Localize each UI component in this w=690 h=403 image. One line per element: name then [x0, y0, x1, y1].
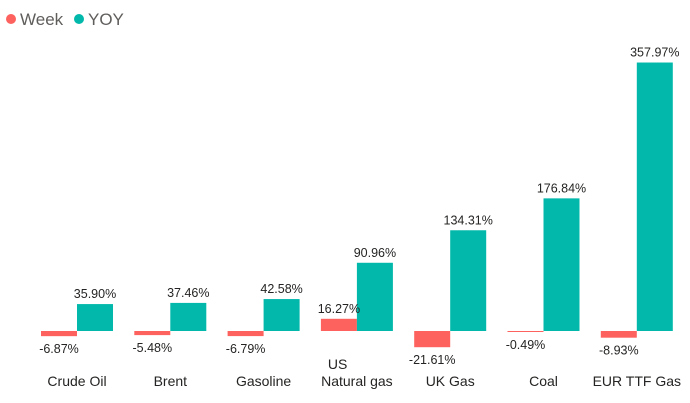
bar-week-4[interactable] [414, 331, 451, 348]
bar-week-5[interactable] [507, 331, 544, 332]
data-label-week-6: -8.93% [599, 344, 639, 358]
data-label-week-4: -21.61% [409, 353, 456, 367]
data-label-yoy-2: 42.58% [260, 282, 302, 296]
bar-yoy-1[interactable] [170, 302, 207, 331]
category-label-5: Coal [529, 373, 558, 389]
bars [41, 62, 673, 348]
data-label-week-2: -6.79% [226, 342, 266, 356]
data-label-week-3: 16.27% [318, 302, 360, 316]
category-label-3: US Natural gas [321, 356, 393, 389]
data-labels: -6.87% 35.90% -5.48% 37.46% -6.79% 42.58% 16.2… [39, 46, 679, 368]
legend-marker-yoy [74, 14, 84, 24]
bar-week-1[interactable] [134, 331, 171, 336]
data-label-week-1: -5.48% [132, 341, 172, 355]
category-label-6: EUR TTF Gas [593, 373, 681, 389]
category-label-1: Brent [154, 373, 188, 389]
data-label-yoy-4: 134.31% [444, 213, 493, 227]
bar-yoy-3[interactable] [356, 262, 393, 331]
bar-yoy-2[interactable] [263, 299, 300, 331]
category-label-0: Crude Oil [47, 373, 106, 389]
bar-week-6[interactable] [600, 331, 637, 338]
data-label-week-0: -6.87% [39, 342, 79, 356]
legend-label-week[interactable]: Week [20, 10, 64, 29]
category-labels: Crude Oil Brent Gasoline US Natural gas UK Ga… [47, 356, 681, 389]
data-label-week-5: -0.49% [506, 338, 546, 352]
category-label-4: UK Gas [426, 373, 475, 389]
legend-marker-week [6, 14, 16, 24]
bar-yoy-0[interactable] [77, 304, 113, 331]
legend-label-yoy[interactable]: YOY [88, 10, 124, 29]
bar-yoy-5[interactable] [543, 198, 580, 331]
category-label-2: Gasoline [236, 373, 291, 389]
data-label-yoy-6: 357.97% [630, 46, 679, 60]
bar-week-3[interactable] [320, 318, 357, 331]
bar-week-2[interactable] [227, 331, 264, 337]
data-label-yoy-0: 35.90% [74, 287, 116, 301]
bar-yoy-4[interactable] [450, 230, 487, 331]
legend: Week YOY [6, 10, 124, 29]
bar-yoy-6[interactable] [636, 62, 673, 332]
data-label-yoy-3: 90.96% [354, 246, 396, 260]
bar-week-0[interactable] [41, 331, 77, 337]
data-label-yoy-5: 176.84% [537, 181, 586, 195]
data-label-yoy-1: 37.46% [167, 286, 209, 300]
